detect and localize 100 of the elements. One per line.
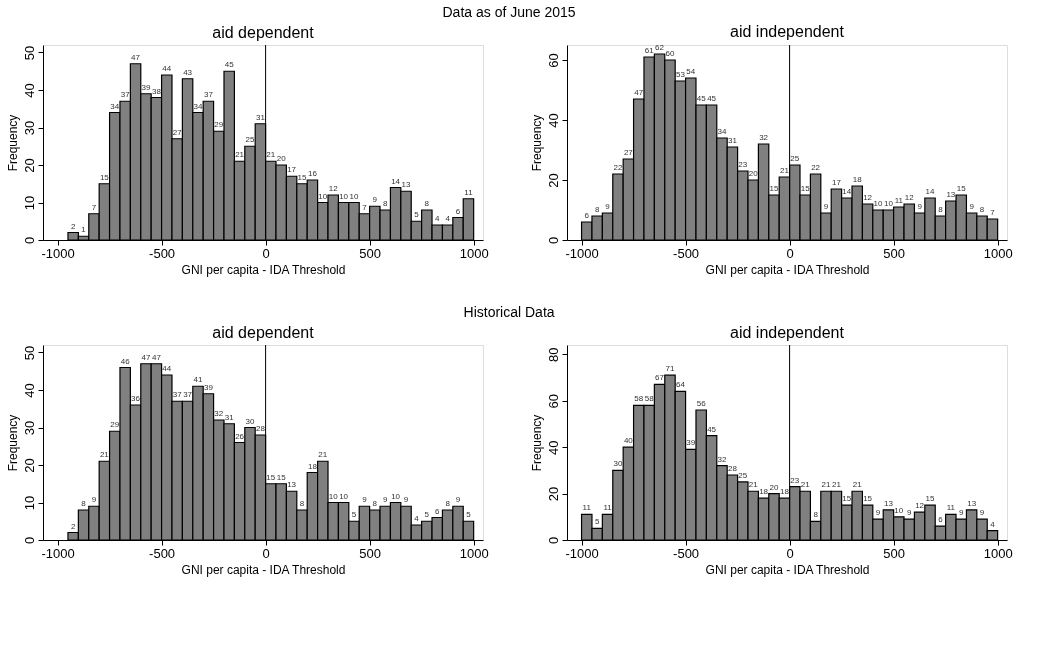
data-label: 7 bbox=[362, 202, 368, 212]
x-tick-label: 500 bbox=[883, 545, 905, 561]
x-tick-label: -500 bbox=[149, 245, 176, 261]
data-label: 14 bbox=[842, 187, 852, 196]
data-label: 37 bbox=[120, 90, 131, 100]
data-label: 5 bbox=[594, 517, 600, 527]
data-label: 15 bbox=[842, 494, 852, 504]
data-label: 30 bbox=[245, 416, 255, 426]
data-label: 21 bbox=[800, 480, 811, 490]
y-axis-title: Frequency bbox=[5, 114, 20, 172]
x-axis-title: GNI per capita - IDA Threshold bbox=[705, 562, 870, 577]
data-label: 38 bbox=[151, 86, 162, 96]
data-label: 8 bbox=[299, 499, 305, 508]
data-label: 14 bbox=[391, 176, 401, 186]
data-label: 8 bbox=[938, 205, 944, 214]
data-label: 30 bbox=[613, 459, 623, 469]
text: Historical Data bbox=[463, 304, 555, 320]
data-label: 54 bbox=[686, 67, 696, 76]
data-label: 21 bbox=[779, 166, 790, 175]
data-label: 20 bbox=[276, 154, 287, 163]
data-label: 5 bbox=[424, 510, 430, 520]
data-label: 9 bbox=[959, 508, 965, 518]
data-label: 25 bbox=[245, 135, 255, 145]
data-label: 15 bbox=[297, 172, 307, 182]
data-label: 39 bbox=[203, 382, 214, 392]
y-tick-label: 10 bbox=[21, 195, 37, 211]
data-label: 10 bbox=[328, 491, 339, 501]
data-label: 28 bbox=[727, 464, 738, 473]
data-label: 10 bbox=[873, 199, 884, 208]
data-label: 32 bbox=[759, 133, 769, 142]
data-label: 13 bbox=[287, 480, 297, 490]
data-label: 36 bbox=[131, 394, 141, 403]
data-label: 22 bbox=[811, 163, 821, 172]
data-label: 32 bbox=[717, 454, 727, 464]
data-label: 71 bbox=[665, 364, 675, 374]
data-label: 15 bbox=[863, 494, 873, 504]
data-label: 47 bbox=[151, 352, 162, 362]
data-label: 15 bbox=[925, 494, 936, 504]
data-label: 8 bbox=[372, 499, 378, 508]
data-label: 27 bbox=[623, 148, 634, 157]
chart-title: aid dependent bbox=[212, 323, 315, 341]
data-label: 12 bbox=[915, 501, 925, 511]
y-tick-label: 20 bbox=[545, 486, 561, 502]
data-label: 10 bbox=[883, 199, 894, 208]
data-label: 13 bbox=[946, 190, 956, 199]
data-label: 44 bbox=[162, 364, 172, 373]
y-tick-label: 20 bbox=[21, 158, 37, 173]
x-tick-label: 0 bbox=[786, 245, 794, 261]
data-label: 2 bbox=[70, 221, 76, 231]
y-tick-label: 0 bbox=[21, 536, 37, 545]
x-axis-title: GNI per capita - IDA Threshold bbox=[705, 262, 870, 277]
data-label: 21 bbox=[748, 480, 759, 490]
data-label: 18 bbox=[307, 461, 318, 471]
data-label: 12 bbox=[863, 193, 873, 202]
y-tick-label: 0 bbox=[545, 236, 561, 245]
data-label: 9 bbox=[823, 202, 829, 211]
y-tick-label: 30 bbox=[21, 420, 37, 436]
data-label: 10 bbox=[391, 491, 401, 501]
x-tick-label: -1000 bbox=[565, 245, 599, 261]
data-label: 62 bbox=[655, 43, 665, 52]
x-tick-label: -500 bbox=[149, 545, 176, 561]
y-tick-label: 40 bbox=[545, 113, 561, 128]
data-label: 21 bbox=[318, 450, 328, 460]
y-tick-label: 50 bbox=[21, 345, 37, 361]
data-label: 34 bbox=[193, 101, 203, 111]
data-label: 22 bbox=[613, 163, 623, 172]
data-label: 21 bbox=[235, 150, 245, 160]
data-label: 5 bbox=[466, 510, 472, 520]
data-label: 9 bbox=[875, 508, 881, 518]
data-label: 67 bbox=[655, 373, 665, 383]
chart-title: aid independent bbox=[730, 23, 845, 40]
data-label: 9 bbox=[362, 495, 368, 505]
data-label: 46 bbox=[120, 356, 131, 366]
x-axis-title: GNI per capita - IDA Threshold bbox=[181, 562, 346, 577]
data-label: 15 bbox=[956, 184, 967, 193]
x-tick-label: -1000 bbox=[565, 545, 599, 561]
data-label: 6 bbox=[435, 506, 441, 516]
data-label: 40 bbox=[623, 436, 634, 446]
data-label: 41 bbox=[193, 375, 203, 385]
data-label: 26 bbox=[235, 431, 245, 441]
data-label: 15 bbox=[769, 184, 779, 193]
data-label: 8 bbox=[979, 205, 985, 214]
data-label: 9 bbox=[372, 195, 378, 205]
data-label: 13 bbox=[883, 498, 894, 508]
data-label: 6 bbox=[584, 211, 590, 220]
x-tick-label: -1000 bbox=[41, 245, 75, 261]
data-label: 25 bbox=[738, 470, 748, 480]
data-label: 60 bbox=[665, 49, 675, 58]
data-label: 53 bbox=[675, 70, 686, 79]
data-label: 9 bbox=[91, 495, 97, 505]
y-tick-label: 0 bbox=[545, 536, 561, 545]
data-label: 18 bbox=[759, 487, 769, 497]
data-label: 21 bbox=[831, 480, 842, 490]
data-label: 20 bbox=[748, 169, 759, 178]
data-label: 10 bbox=[894, 505, 904, 515]
data-label: 32 bbox=[214, 409, 224, 418]
data-label: 9 bbox=[969, 202, 975, 211]
data-label: 44 bbox=[162, 64, 172, 73]
data-label: 8 bbox=[383, 199, 388, 208]
chart-title: aid independent bbox=[730, 323, 845, 341]
